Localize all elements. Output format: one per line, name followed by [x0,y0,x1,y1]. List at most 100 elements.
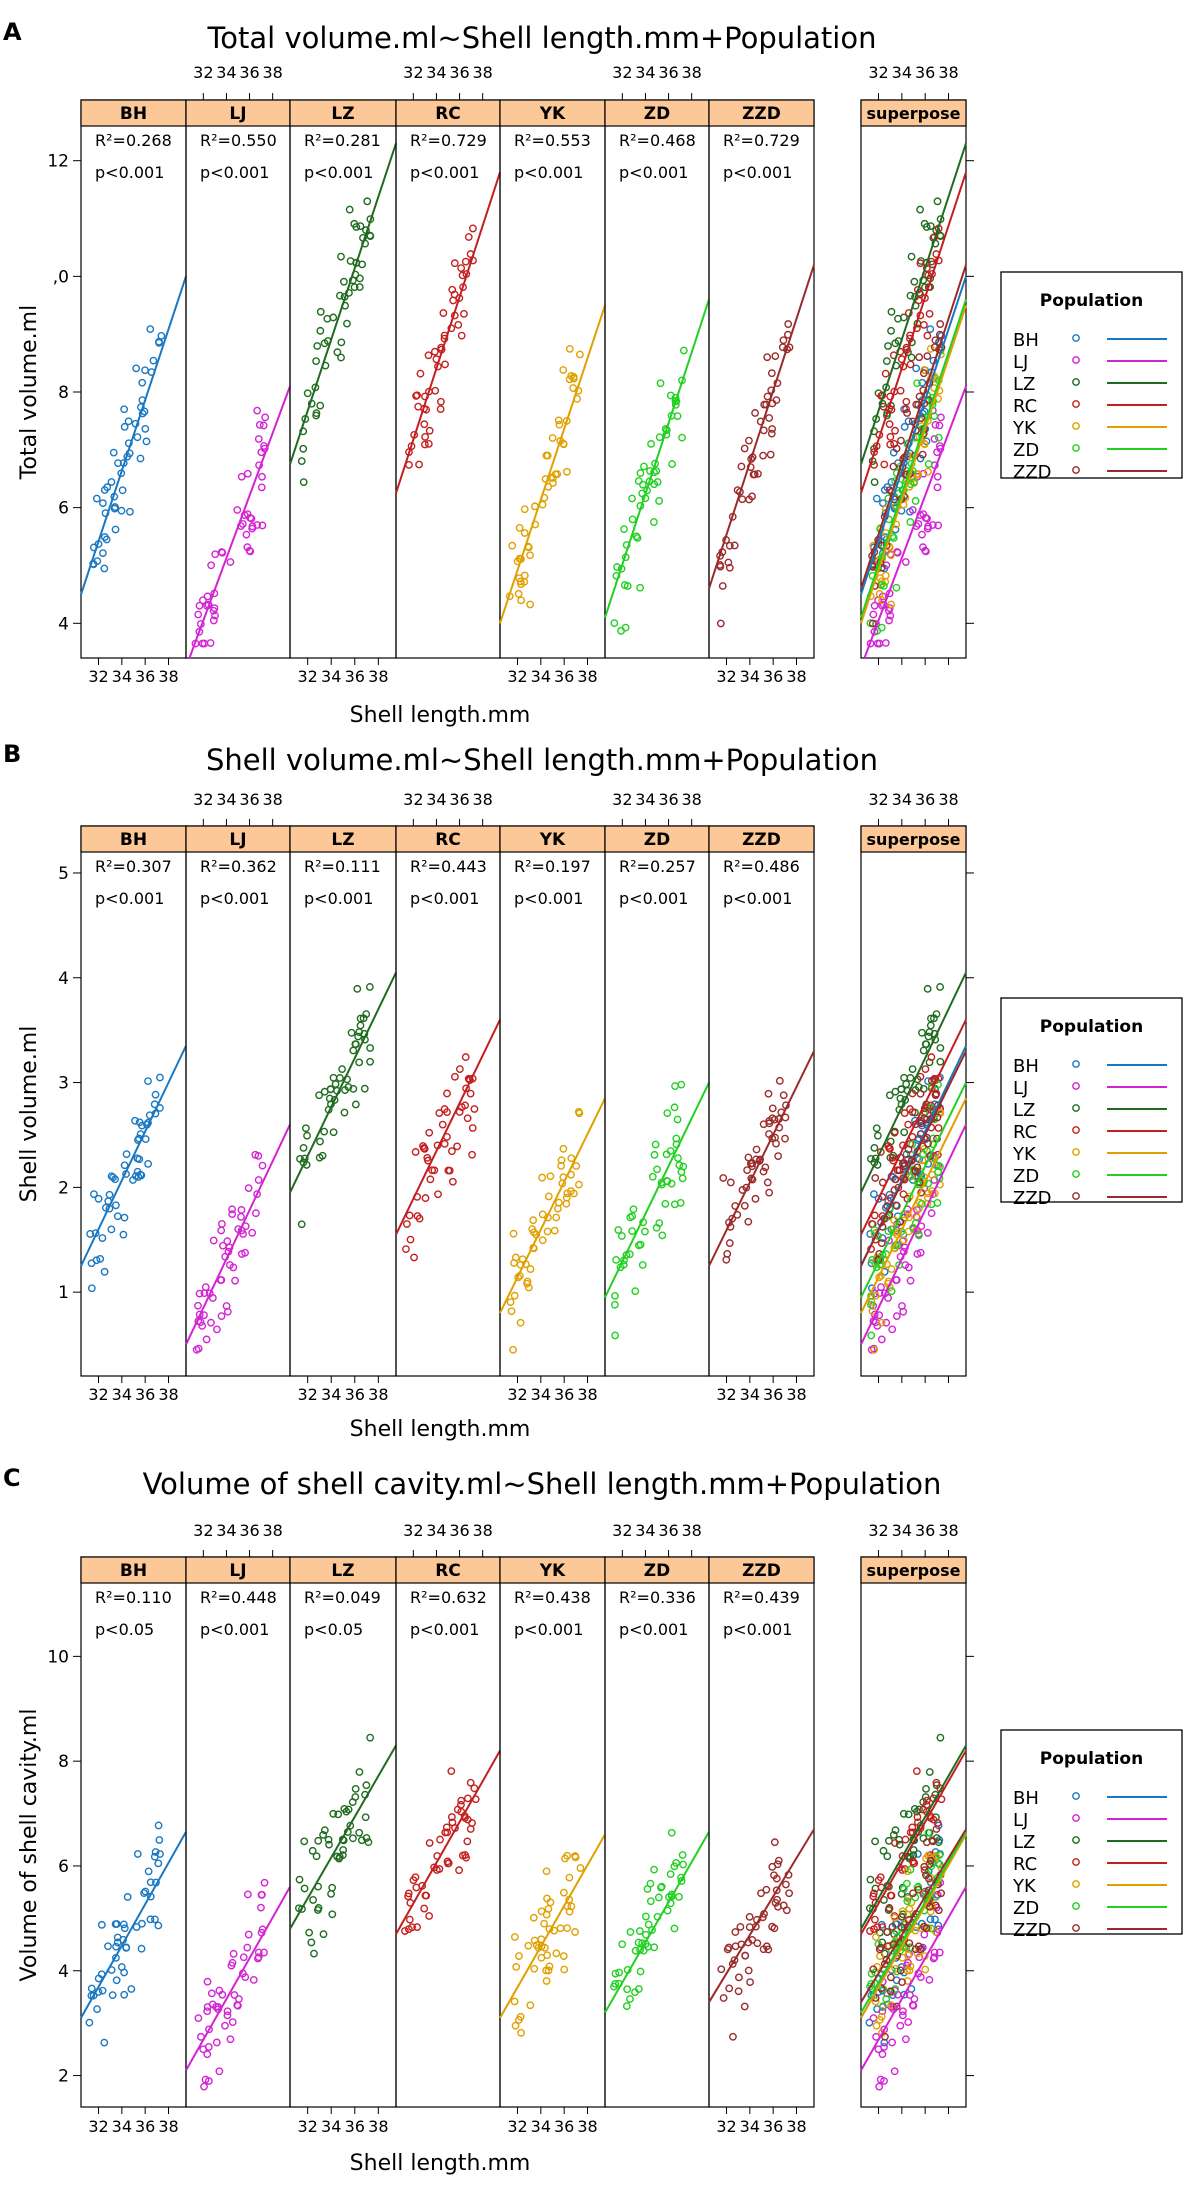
x-tick-label: 34 [635,1521,655,1540]
data-point [902,343,911,352]
x-tick-label: 32 [403,1521,423,1540]
x-tick-label: 34 [740,667,760,686]
data-point [243,510,252,519]
panel-strip-label: YK [539,1561,566,1581]
data-point [440,1139,449,1148]
data-point [261,413,270,422]
data-point [898,1237,907,1246]
data-point [646,1897,655,1906]
panel-strip [185,825,291,853]
panel-frame [395,825,501,1377]
data-point [728,1960,737,1968]
data-point [253,406,262,415]
data-point [930,1014,938,1023]
data-point [655,1219,664,1227]
data-point [906,518,915,526]
data-point [554,416,563,425]
legend-entry-label: ZD [1013,1166,1039,1187]
data-point [228,1205,236,1214]
data-point [203,2007,212,2016]
data-point [355,1028,364,1037]
panel-lj: LJ R²=0.550 p<0.001 32 34 36 38 [185,63,291,659]
data-point [194,1301,202,1310]
data-point [628,494,636,503]
fit-line [860,972,967,1194]
data-point [571,1852,579,1860]
data-point [934,1921,943,1930]
data-point [906,1962,915,1971]
data-point [757,1889,765,1898]
data-point [349,1084,358,1093]
panel-frame [185,1556,291,2108]
panel-lz: LZ R²=0.111 p<0.001 32 34 36 38 [289,825,397,1404]
x-tick-label: 32 [297,2117,317,2136]
data-point [511,2021,520,2030]
panel-strip [708,825,815,853]
data-point [886,1145,894,1153]
data-point [743,1166,752,1175]
data-point [462,1853,470,1862]
r-squared-label: R²=0.729 [410,131,487,150]
data-point [628,515,637,524]
data-point [422,1891,431,1900]
data-point [120,1924,129,1933]
data-point [920,440,929,449]
data-point [923,331,932,340]
data-point [936,1044,945,1052]
r-squared-label: R²=0.550 [200,131,277,150]
data-point [252,1209,260,1218]
data-point [209,1236,218,1245]
legend-marker [1072,378,1080,386]
panel-frame [289,1556,397,2108]
data-point [879,2002,887,2011]
data-point [926,1856,935,1865]
panel-strip [80,1556,187,1584]
panel-strip-label: ZZD [742,1561,781,1581]
data-point [203,1977,212,1986]
x-tick-label: 32 [88,667,108,686]
data-point [329,1073,338,1082]
y-tick-label: 2 [58,1178,69,1198]
data-point [425,1839,434,1847]
data-point [337,353,345,362]
panel-strip [604,825,710,853]
legend-marker [1072,1792,1080,1800]
data-point [508,541,517,550]
p-value-label: p<0.001 [95,889,164,908]
x-tick-label: 32 [403,63,423,82]
legend-marker [1072,422,1080,430]
data-point [239,1953,248,1962]
data-point [904,1810,913,1819]
fit-line [708,1050,815,1267]
panel-strip-label: BH [120,1561,147,1581]
data-point [404,1892,413,1901]
data-point [299,478,308,487]
data-point [877,1318,886,1327]
data-point [559,1888,568,1897]
data-point [762,1942,771,1951]
data-point [620,525,628,534]
data-point [731,1928,740,1936]
data-point [366,1733,375,1742]
data-point [667,1828,676,1837]
data-point [890,2067,899,2076]
data-point [904,1227,913,1236]
data-point [454,320,463,329]
legend-box [1000,271,1183,479]
data-point [520,577,529,586]
data-point [314,1836,323,1845]
x-tick-label: 38 [262,1521,282,1540]
legend-marker [1072,334,1080,342]
legend-entry-label: ZD [1013,1898,1039,1919]
x-tick-label: 34 [892,63,912,82]
data-point [764,1089,773,1098]
panel-frame [80,825,187,1377]
fit-line [708,264,815,589]
data-point [661,1200,670,1208]
data-point [924,460,933,468]
data-point [413,391,422,400]
data-point [146,1878,155,1887]
x-tick-label: 38 [681,790,701,809]
panel-strip-label: superpose [867,1561,961,1580]
